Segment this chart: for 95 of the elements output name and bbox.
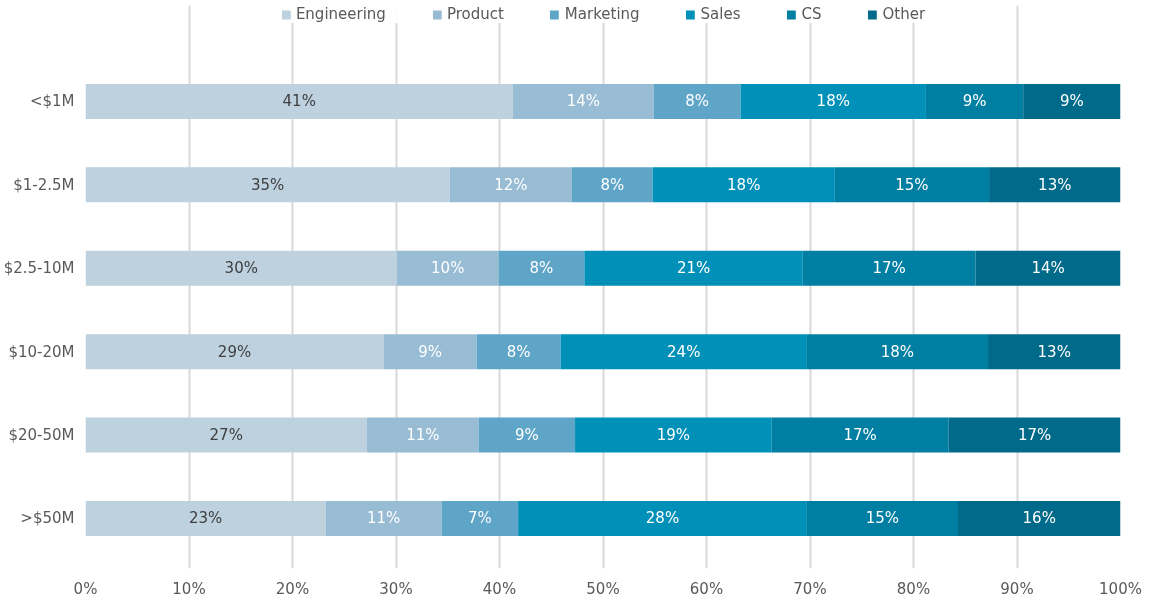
data-label: 18% [880, 342, 915, 361]
data-label: 14% [1031, 259, 1065, 278]
bar [325, 500, 442, 536]
bar [85, 417, 368, 453]
data-label: 10% [431, 259, 465, 278]
data-label: 13% [1038, 175, 1072, 194]
x-tick-label: 60% [689, 579, 724, 598]
bar [441, 500, 519, 536]
legend-label: Marketing [564, 5, 640, 23]
bar [1023, 83, 1121, 119]
bar [806, 500, 959, 536]
data-label: 13% [1037, 342, 1071, 361]
data-label: 11% [366, 509, 401, 528]
x-tick-label: 20% [275, 579, 310, 598]
bar [518, 500, 807, 536]
data-label: 9% [1059, 92, 1084, 111]
bar [85, 250, 398, 286]
bar [584, 250, 803, 286]
bar [834, 167, 990, 203]
bar [575, 417, 772, 453]
legend-label: Engineering [295, 5, 386, 23]
bar [571, 167, 653, 203]
x-tick-label: 70% [793, 579, 827, 598]
bar [806, 334, 989, 370]
data-label: 41% [282, 92, 316, 111]
bar [652, 167, 835, 203]
y-tick-label: $20-50M [8, 426, 75, 445]
bar [512, 83, 654, 119]
x-tick-label: 40% [482, 579, 517, 598]
y-tick-label: >$50M [20, 509, 75, 528]
legend-label: Product [446, 5, 504, 23]
data-label: 15% [865, 509, 900, 528]
data-label: 17% [1017, 426, 1052, 445]
bar [989, 167, 1121, 203]
data-label: 9% [418, 342, 443, 361]
bar [367, 417, 479, 453]
y-tick-label: $1-2.5M [13, 175, 75, 194]
data-label: 24% [667, 342, 701, 361]
legend-label: Other [882, 5, 926, 23]
x-tick-label: 30% [379, 579, 413, 598]
data-label: 35% [250, 175, 285, 194]
y-tick-label: <$1M [29, 92, 75, 111]
data-label: 15% [895, 175, 929, 194]
data-label: 9% [515, 426, 539, 445]
bar [476, 334, 561, 370]
legend-label: Sales [700, 5, 741, 23]
data-label: 8% [529, 259, 554, 278]
x-tick-label: 10% [172, 579, 206, 598]
bar [925, 83, 1024, 119]
bar [397, 250, 499, 286]
data-label: 21% [676, 259, 711, 278]
data-label: 18% [727, 175, 761, 194]
bar [85, 334, 384, 370]
x-tick-label: 0% [73, 579, 98, 598]
data-label: 8% [685, 92, 710, 111]
data-label: 7% [467, 509, 492, 528]
x-tick-label: 100% [1099, 579, 1142, 598]
bar [85, 500, 326, 536]
bar [383, 334, 477, 370]
data-label: 14% [566, 92, 601, 111]
data-label: 28% [645, 509, 680, 528]
bar [560, 334, 807, 370]
bar [85, 167, 450, 203]
data-label: 8% [600, 175, 625, 194]
data-label: 17% [872, 259, 906, 278]
data-label: 11% [406, 426, 440, 445]
bar [85, 83, 513, 119]
bar [988, 334, 1121, 370]
bar [653, 83, 741, 119]
data-label: 16% [1022, 509, 1056, 528]
bar [740, 83, 926, 119]
bar [478, 417, 576, 453]
data-label: 8% [506, 342, 531, 361]
data-label: 23% [188, 509, 223, 528]
x-tick-label: 80% [896, 579, 931, 598]
y-tick-label: $10-20M [8, 342, 75, 361]
data-label: 29% [217, 342, 252, 361]
data-label: 9% [962, 92, 987, 111]
bar [958, 500, 1121, 536]
y-tick-label: $2.5-10M [3, 259, 75, 278]
bar [449, 167, 572, 203]
bar [975, 250, 1121, 286]
data-label: 17% [843, 426, 877, 445]
x-tick-label: 90% [1000, 579, 1034, 598]
bar [498, 250, 585, 286]
bar [771, 417, 949, 453]
legend-label: CS [801, 5, 822, 23]
data-label: 19% [656, 426, 691, 445]
data-label: 12% [494, 175, 528, 194]
data-label: 18% [816, 92, 850, 111]
bar [948, 417, 1121, 453]
x-tick-label: 50% [586, 579, 620, 598]
data-label: 27% [209, 426, 243, 445]
data-label: 30% [224, 259, 258, 278]
bar [802, 250, 976, 286]
